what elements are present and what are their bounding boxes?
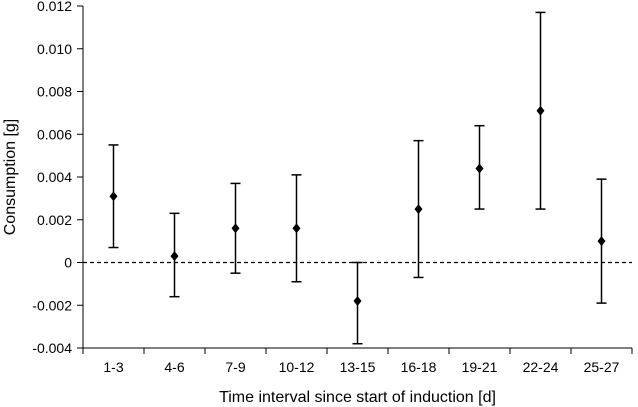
- data-point-diamond: [414, 204, 423, 215]
- data-point-diamond: [292, 223, 301, 234]
- y-tick-label: 0.002: [37, 212, 72, 228]
- data-point-diamond: [109, 191, 118, 202]
- y-tick-label: 0.004: [37, 169, 72, 185]
- y-tick-label: 0: [64, 255, 72, 271]
- x-tick-label: 10-12: [279, 359, 315, 375]
- data-point-diamond: [170, 251, 179, 262]
- data-point-diamond: [597, 236, 606, 247]
- data-series: [108, 11, 607, 345]
- y-tick-label: 0.010: [37, 41, 72, 57]
- x-ticks: 1-3 4-6 7-9 10-12 13-15 16-18 19-21 22-24 25-27: [82, 348, 633, 375]
- x-axis-title: Time interval since start of induction […: [219, 389, 496, 406]
- y-ticks: -0.004 -0.002 0 0.002 0.004 0.006 0.008 0.010 0.…: [32, 0, 83, 356]
- y-axis-title: Consumption [g]: [2, 119, 19, 236]
- data-point-diamond: [536, 105, 545, 116]
- data-point-diamond: [475, 163, 484, 174]
- data-point-diamond: [353, 295, 362, 306]
- y-tick-label: 0.012: [37, 0, 72, 14]
- x-tick-label: 16-18: [401, 359, 437, 375]
- x-tick-label: 1-3: [103, 359, 123, 375]
- x-tick-label: 7-9: [225, 359, 245, 375]
- y-tick-label: -0.002: [32, 297, 72, 313]
- y-tick-label: 0.008: [37, 84, 72, 100]
- x-tick-label: 22-24: [523, 359, 559, 375]
- y-tick-label: 0.006: [37, 126, 72, 142]
- data-point-diamond: [231, 223, 240, 234]
- x-tick-label: 19-21: [462, 359, 498, 375]
- x-tick-label: 13-15: [340, 359, 376, 375]
- x-tick-label: 4-6: [164, 359, 184, 375]
- plot-area: -0.004 -0.002 0 0.002 0.004 0.006 0.008 0.010 0.…: [32, 0, 633, 375]
- y-tick-label: -0.004: [32, 340, 72, 356]
- x-tick-label: 25-27: [584, 359, 620, 375]
